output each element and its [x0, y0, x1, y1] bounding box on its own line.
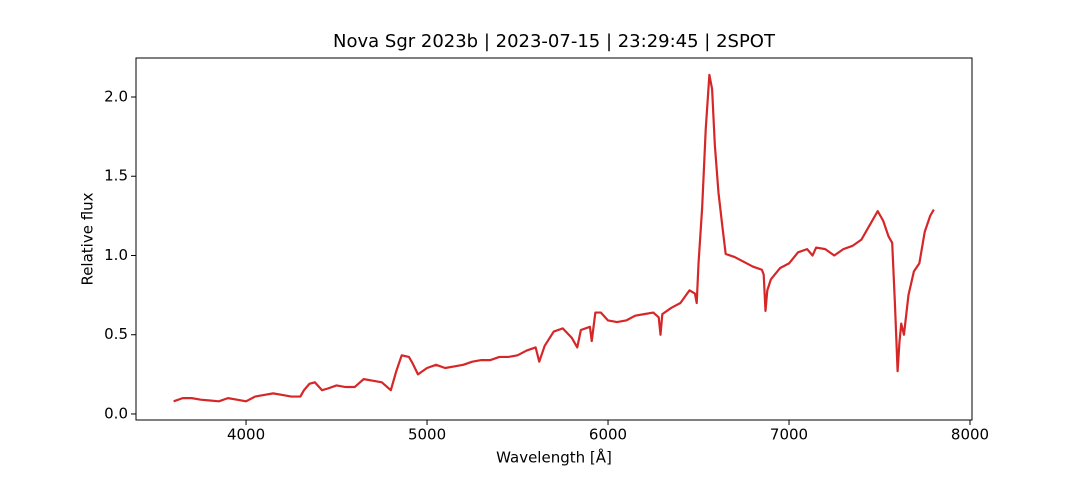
spectrum-line	[173, 73, 935, 403]
x-axis-label: Wavelength [Å]	[496, 448, 612, 467]
y-tick-label: 1.0	[104, 246, 128, 264]
x-tick-label: 8000	[951, 426, 989, 444]
y-tick-label: 1.5	[104, 167, 128, 185]
x-tick-label: 7000	[770, 426, 808, 444]
y-axis-label: Relative flux	[79, 192, 97, 285]
y-tick-label: 2.0	[104, 87, 128, 105]
plot-frame	[135, 57, 973, 421]
x-tick-label: 5000	[408, 426, 446, 444]
chart-title: Nova Sgr 2023b | 2023-07-15 | 23:29:45 |…	[333, 31, 776, 52]
y-tick-label: 0.5	[104, 325, 128, 343]
y-tick-label: 0.0	[104, 404, 128, 422]
x-tick-label: 6000	[589, 426, 627, 444]
x-tick-label: 4000	[227, 426, 265, 444]
